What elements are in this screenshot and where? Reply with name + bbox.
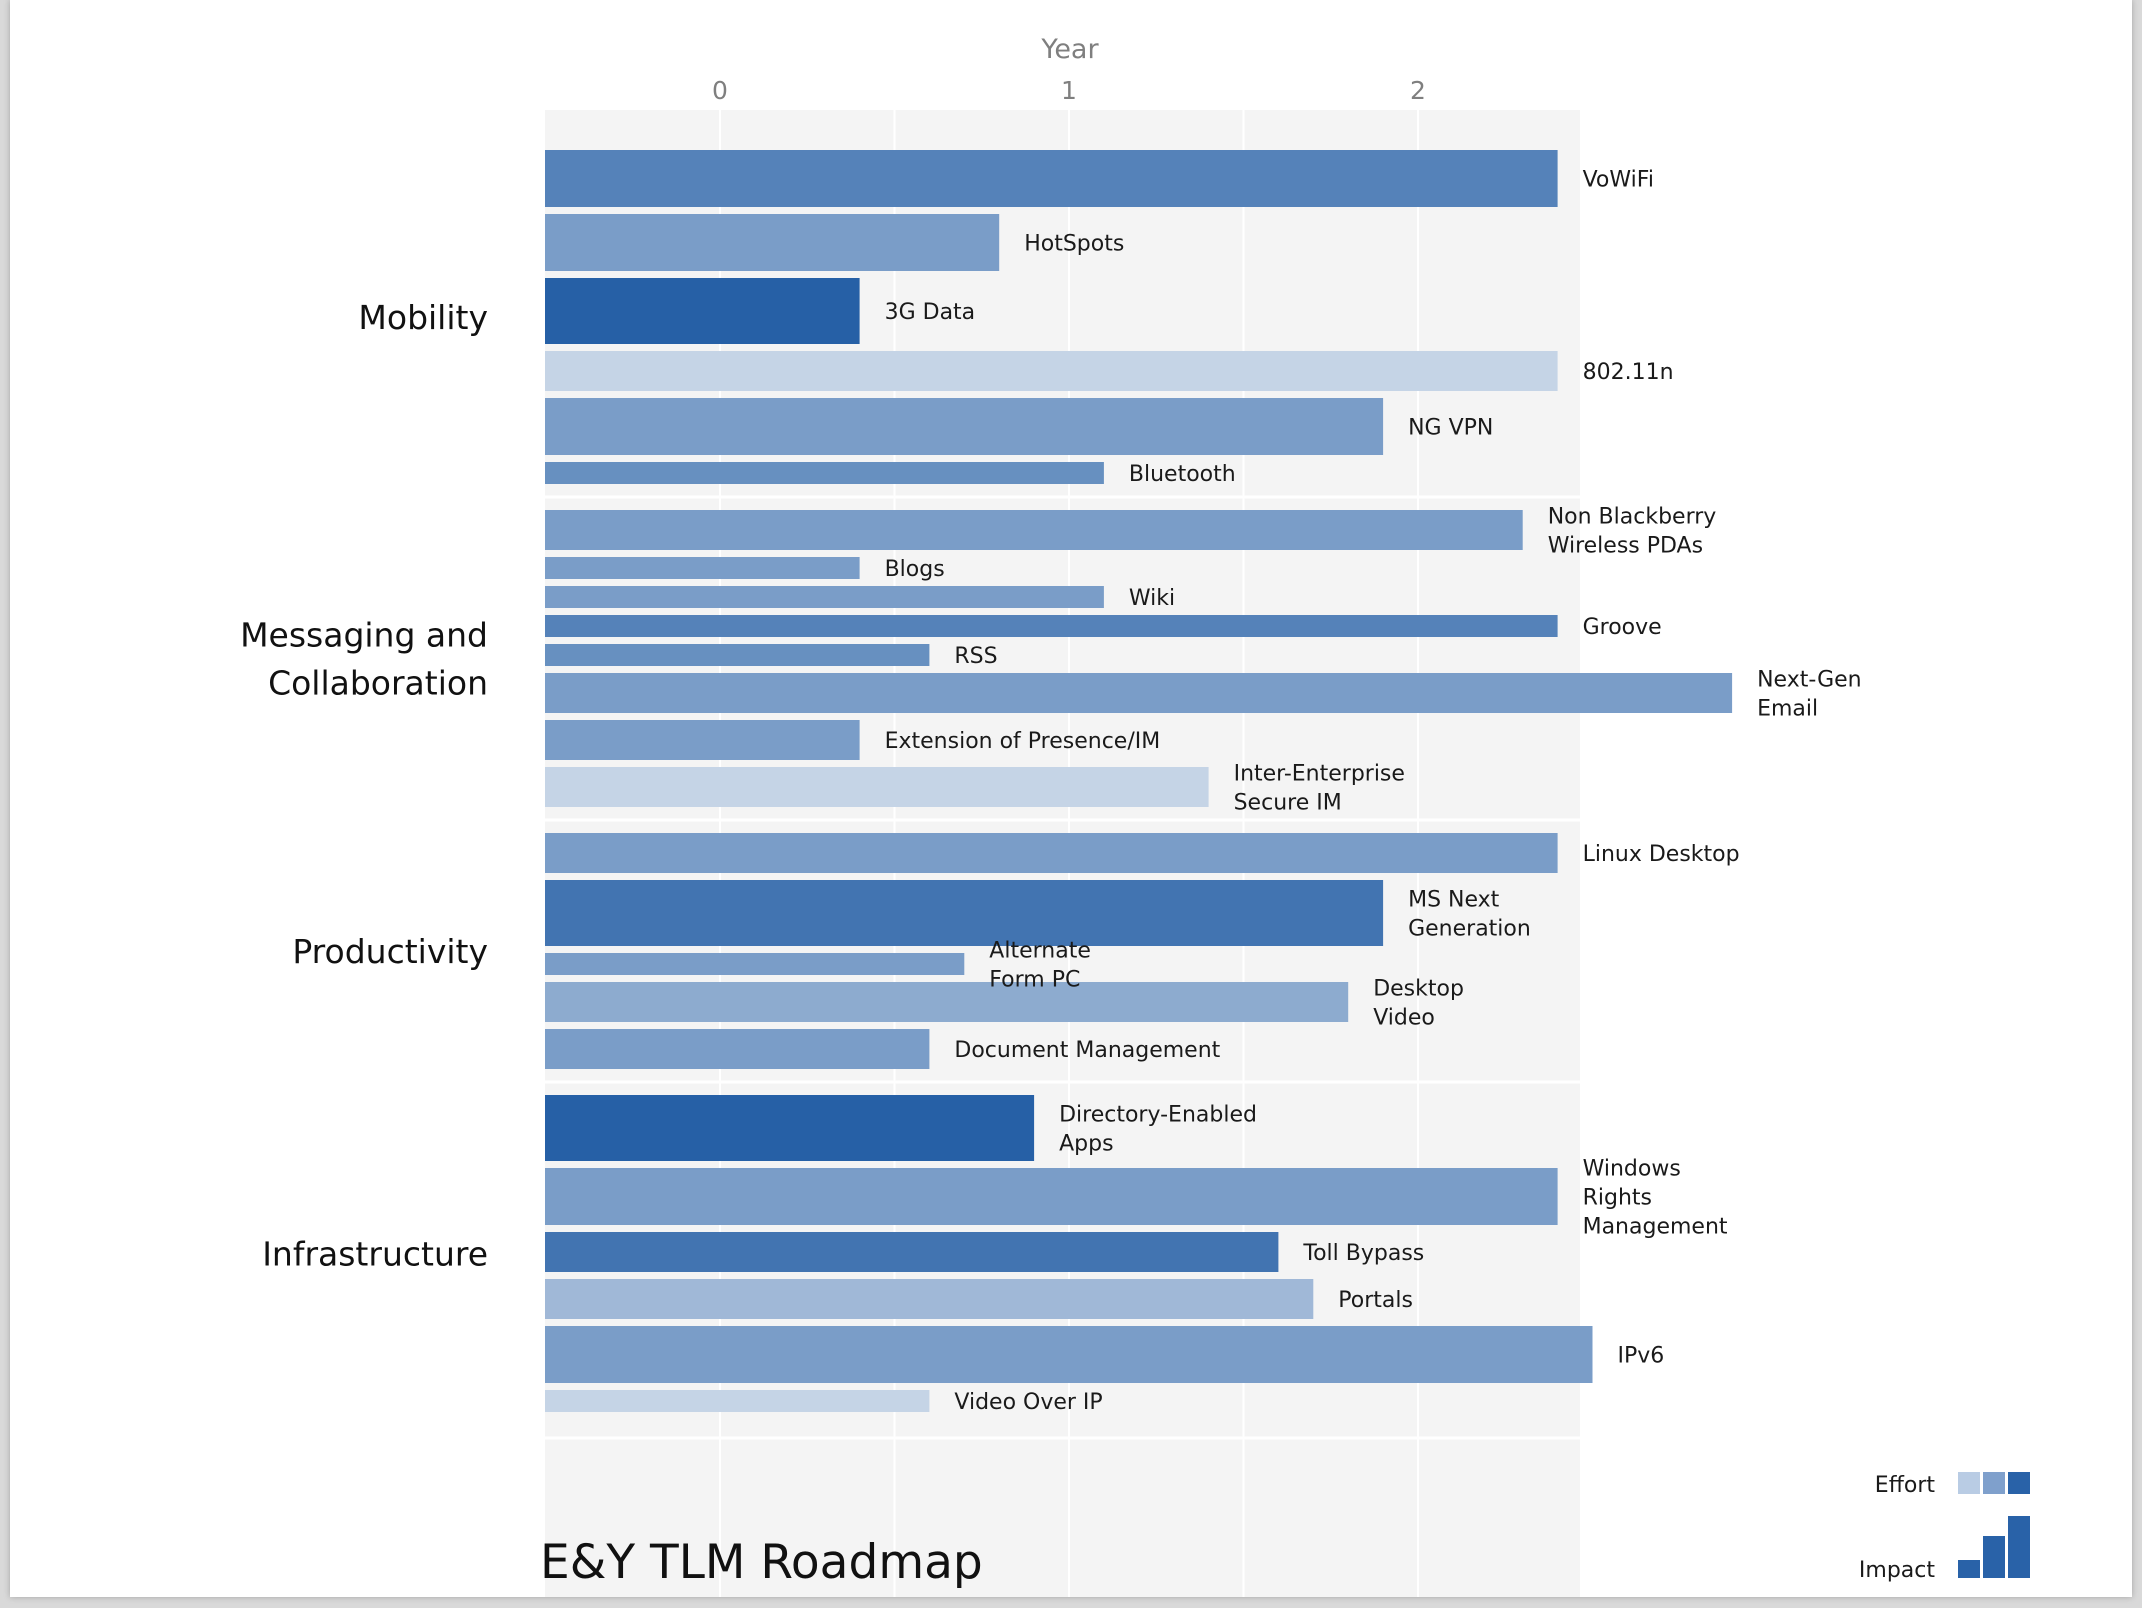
bar-label: Desktop Video <box>1373 977 1464 1031</box>
bar-label: Non Blackberry Wireless PDAs <box>1548 505 1717 559</box>
bar-label: Inter-Enterprise Secure IM <box>1234 762 1405 816</box>
bar-802-11n <box>545 351 1558 391</box>
bar-label: Wiki <box>1129 586 1175 611</box>
x-tick-label: 2 <box>1410 76 1426 105</box>
legend-impact-bar <box>2008 1516 2030 1578</box>
bar-label: HotSpots <box>1024 232 1124 257</box>
bar-3g-data <box>545 278 860 344</box>
bar-label: Windows Rights Management <box>1583 1157 1728 1240</box>
group-label-infrastructure: Infrastructure <box>262 1235 488 1274</box>
bar-label: Toll Bypass <box>1302 1241 1424 1266</box>
legend-impact-bar <box>1958 1560 1980 1578</box>
bar-rss <box>545 644 930 666</box>
bar-label: MS Next Generation <box>1408 888 1531 942</box>
legend-effort-label: Effort <box>1875 1473 1936 1498</box>
legend-effort-swatch <box>1958 1472 1980 1494</box>
group-label-productivity: Productivity <box>292 932 488 971</box>
legend-impact-label: Impact <box>1859 1558 1935 1583</box>
bar-desktop-video <box>545 982 1349 1022</box>
bar-windows-rights-management <box>545 1168 1558 1225</box>
bar-label: IPv6 <box>1618 1344 1665 1369</box>
bar-video-over-ip <box>545 1390 930 1412</box>
bar-linux-desktop <box>545 833 1558 873</box>
bar-wiki <box>545 586 1104 608</box>
bar-inter-enterprise-secure-im <box>545 767 1209 807</box>
chart-frame: VoWiFi HotSpots 3G Data 802.11n NG VPN Blueto… <box>10 0 2132 1597</box>
bar-toll-bypass <box>545 1232 1279 1272</box>
legend-impact-bar <box>1983 1536 2005 1578</box>
bar-ipv6 <box>545 1326 1593 1383</box>
bar-label: RSS <box>954 644 997 669</box>
x-tick-label: 0 <box>712 76 728 105</box>
bar-groove <box>545 615 1558 637</box>
bar-label: Directory-Enabled Apps <box>1059 1103 1257 1157</box>
bar-label: VoWiFi <box>1583 168 1654 193</box>
bar-document-management <box>545 1029 930 1069</box>
bar-next-gen-email <box>545 673 1733 713</box>
bar-label: Bluetooth <box>1129 462 1236 487</box>
bar-extension-of-presence-im <box>545 720 860 760</box>
bar-directory-enabled-apps <box>545 1095 1035 1161</box>
bar-ng-vpn <box>545 398 1384 455</box>
bar-label: 3G Data <box>885 300 976 325</box>
bar-vowifi <box>545 150 1558 207</box>
bar-label: Document Management <box>954 1038 1220 1063</box>
bar-label: Alternate Form PC <box>989 939 1091 993</box>
group-label-mobility: Mobility <box>358 298 488 337</box>
chart-title: E&Y TLM Roadmap <box>540 1535 983 1590</box>
bar-label: NG VPN <box>1408 416 1493 441</box>
bar-label: Extension of Presence/IM <box>885 729 1161 754</box>
bar-label: Groove <box>1583 615 1662 640</box>
bar-label: Linux Desktop <box>1583 842 1740 867</box>
bar-hotspots <box>545 214 1000 271</box>
group-label-messaging-and-collaboration: Messaging and Collaboration <box>240 616 488 703</box>
bar-alternate-form-pc <box>545 953 965 975</box>
bar-non-blackberry-wireless-pdas <box>545 510 1523 550</box>
legend-effort-swatch <box>1983 1472 2005 1494</box>
x-axis-label: Year <box>1040 34 1099 65</box>
bar-ms-next-generation <box>545 880 1384 946</box>
bar-label: 802.11n <box>1583 360 1674 385</box>
bar-blogs <box>545 557 860 579</box>
bar-label: Video Over IP <box>954 1390 1102 1415</box>
roadmap-chart: VoWiFi HotSpots 3G Data 802.11n NG VPN Blueto… <box>240 34 2030 1597</box>
bar-label: Blogs <box>885 557 945 582</box>
bar-label: Portals <box>1338 1288 1413 1313</box>
x-tick-label: 1 <box>1061 76 1077 105</box>
bar-portals <box>545 1279 1314 1319</box>
bar-bluetooth <box>545 462 1104 484</box>
legend-effort-swatch <box>2008 1472 2030 1494</box>
bar-label: Next-Gen Email <box>1757 668 1862 722</box>
